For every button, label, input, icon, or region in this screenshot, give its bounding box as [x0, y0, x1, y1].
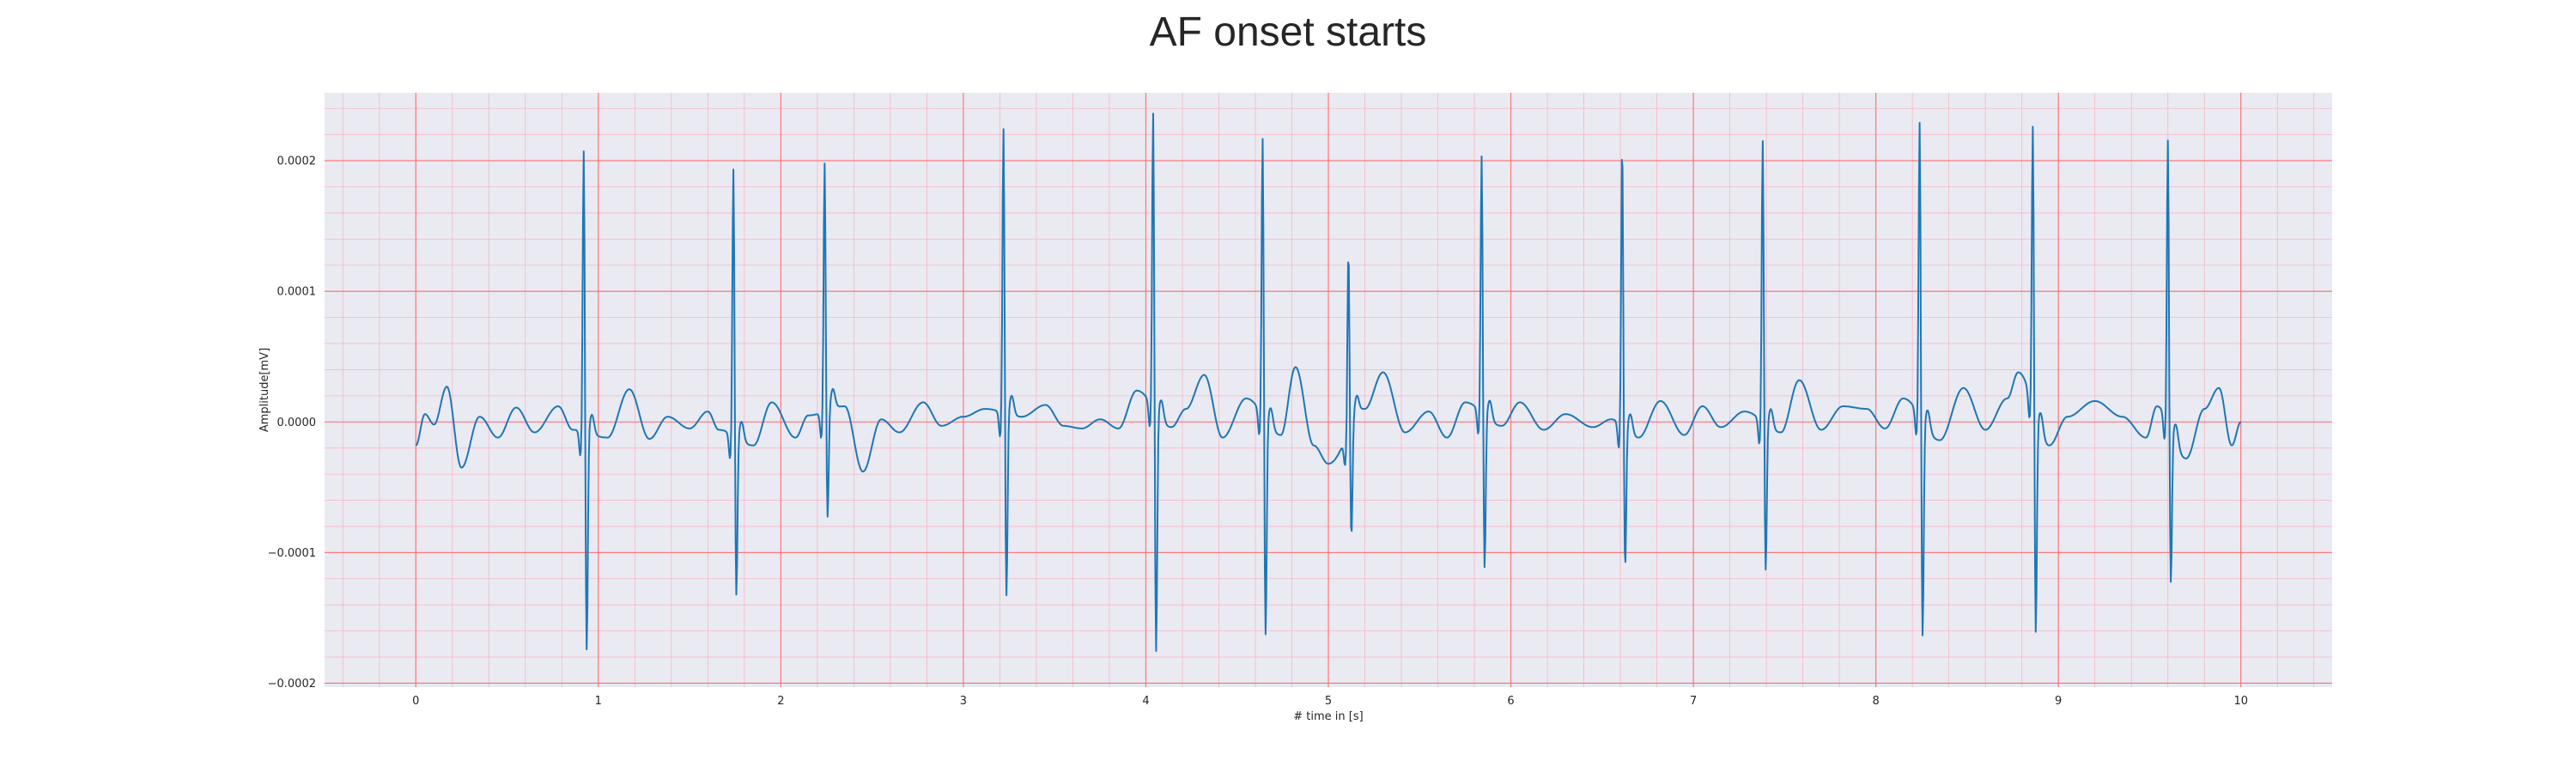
y-tick-label: 0.0000	[277, 417, 317, 429]
x-tick-label: 4	[1142, 695, 1149, 708]
x-axis-ticks: 0 1 2 3 4 5 6 7 8 9 10	[412, 695, 2248, 708]
x-tick-label: 7	[1690, 695, 1697, 708]
x-axis-label: # time in [s]	[1293, 710, 1363, 723]
x-tick-label: 5	[1325, 695, 1332, 708]
x-tick-label: 2	[777, 695, 784, 708]
x-tick-label: 6	[1507, 695, 1514, 708]
major-grid	[325, 93, 2332, 687]
x-tick-label: 1	[595, 695, 602, 708]
chart-title: AF onset starts	[1150, 9, 1427, 55]
x-tick-label: 3	[960, 695, 967, 708]
y-tick-label: 0.0001	[277, 286, 317, 299]
x-tick-label: 10	[2233, 695, 2248, 708]
y-axis-ticks: −0.0002 −0.0001 0.0000 0.0001 0.0002	[268, 155, 316, 691]
y-tick-label: −0.0001	[268, 547, 316, 560]
y-axis-label: Amplitude[mV]	[258, 348, 271, 432]
y-tick-label: 0.0002	[277, 155, 317, 168]
ecg-series-line	[415, 113, 2242, 652]
x-tick-label: 8	[1872, 695, 1879, 708]
x-tick-label: 0	[412, 695, 419, 708]
x-tick-label: 9	[2055, 695, 2062, 708]
y-tick-label: −0.0002	[268, 678, 316, 691]
